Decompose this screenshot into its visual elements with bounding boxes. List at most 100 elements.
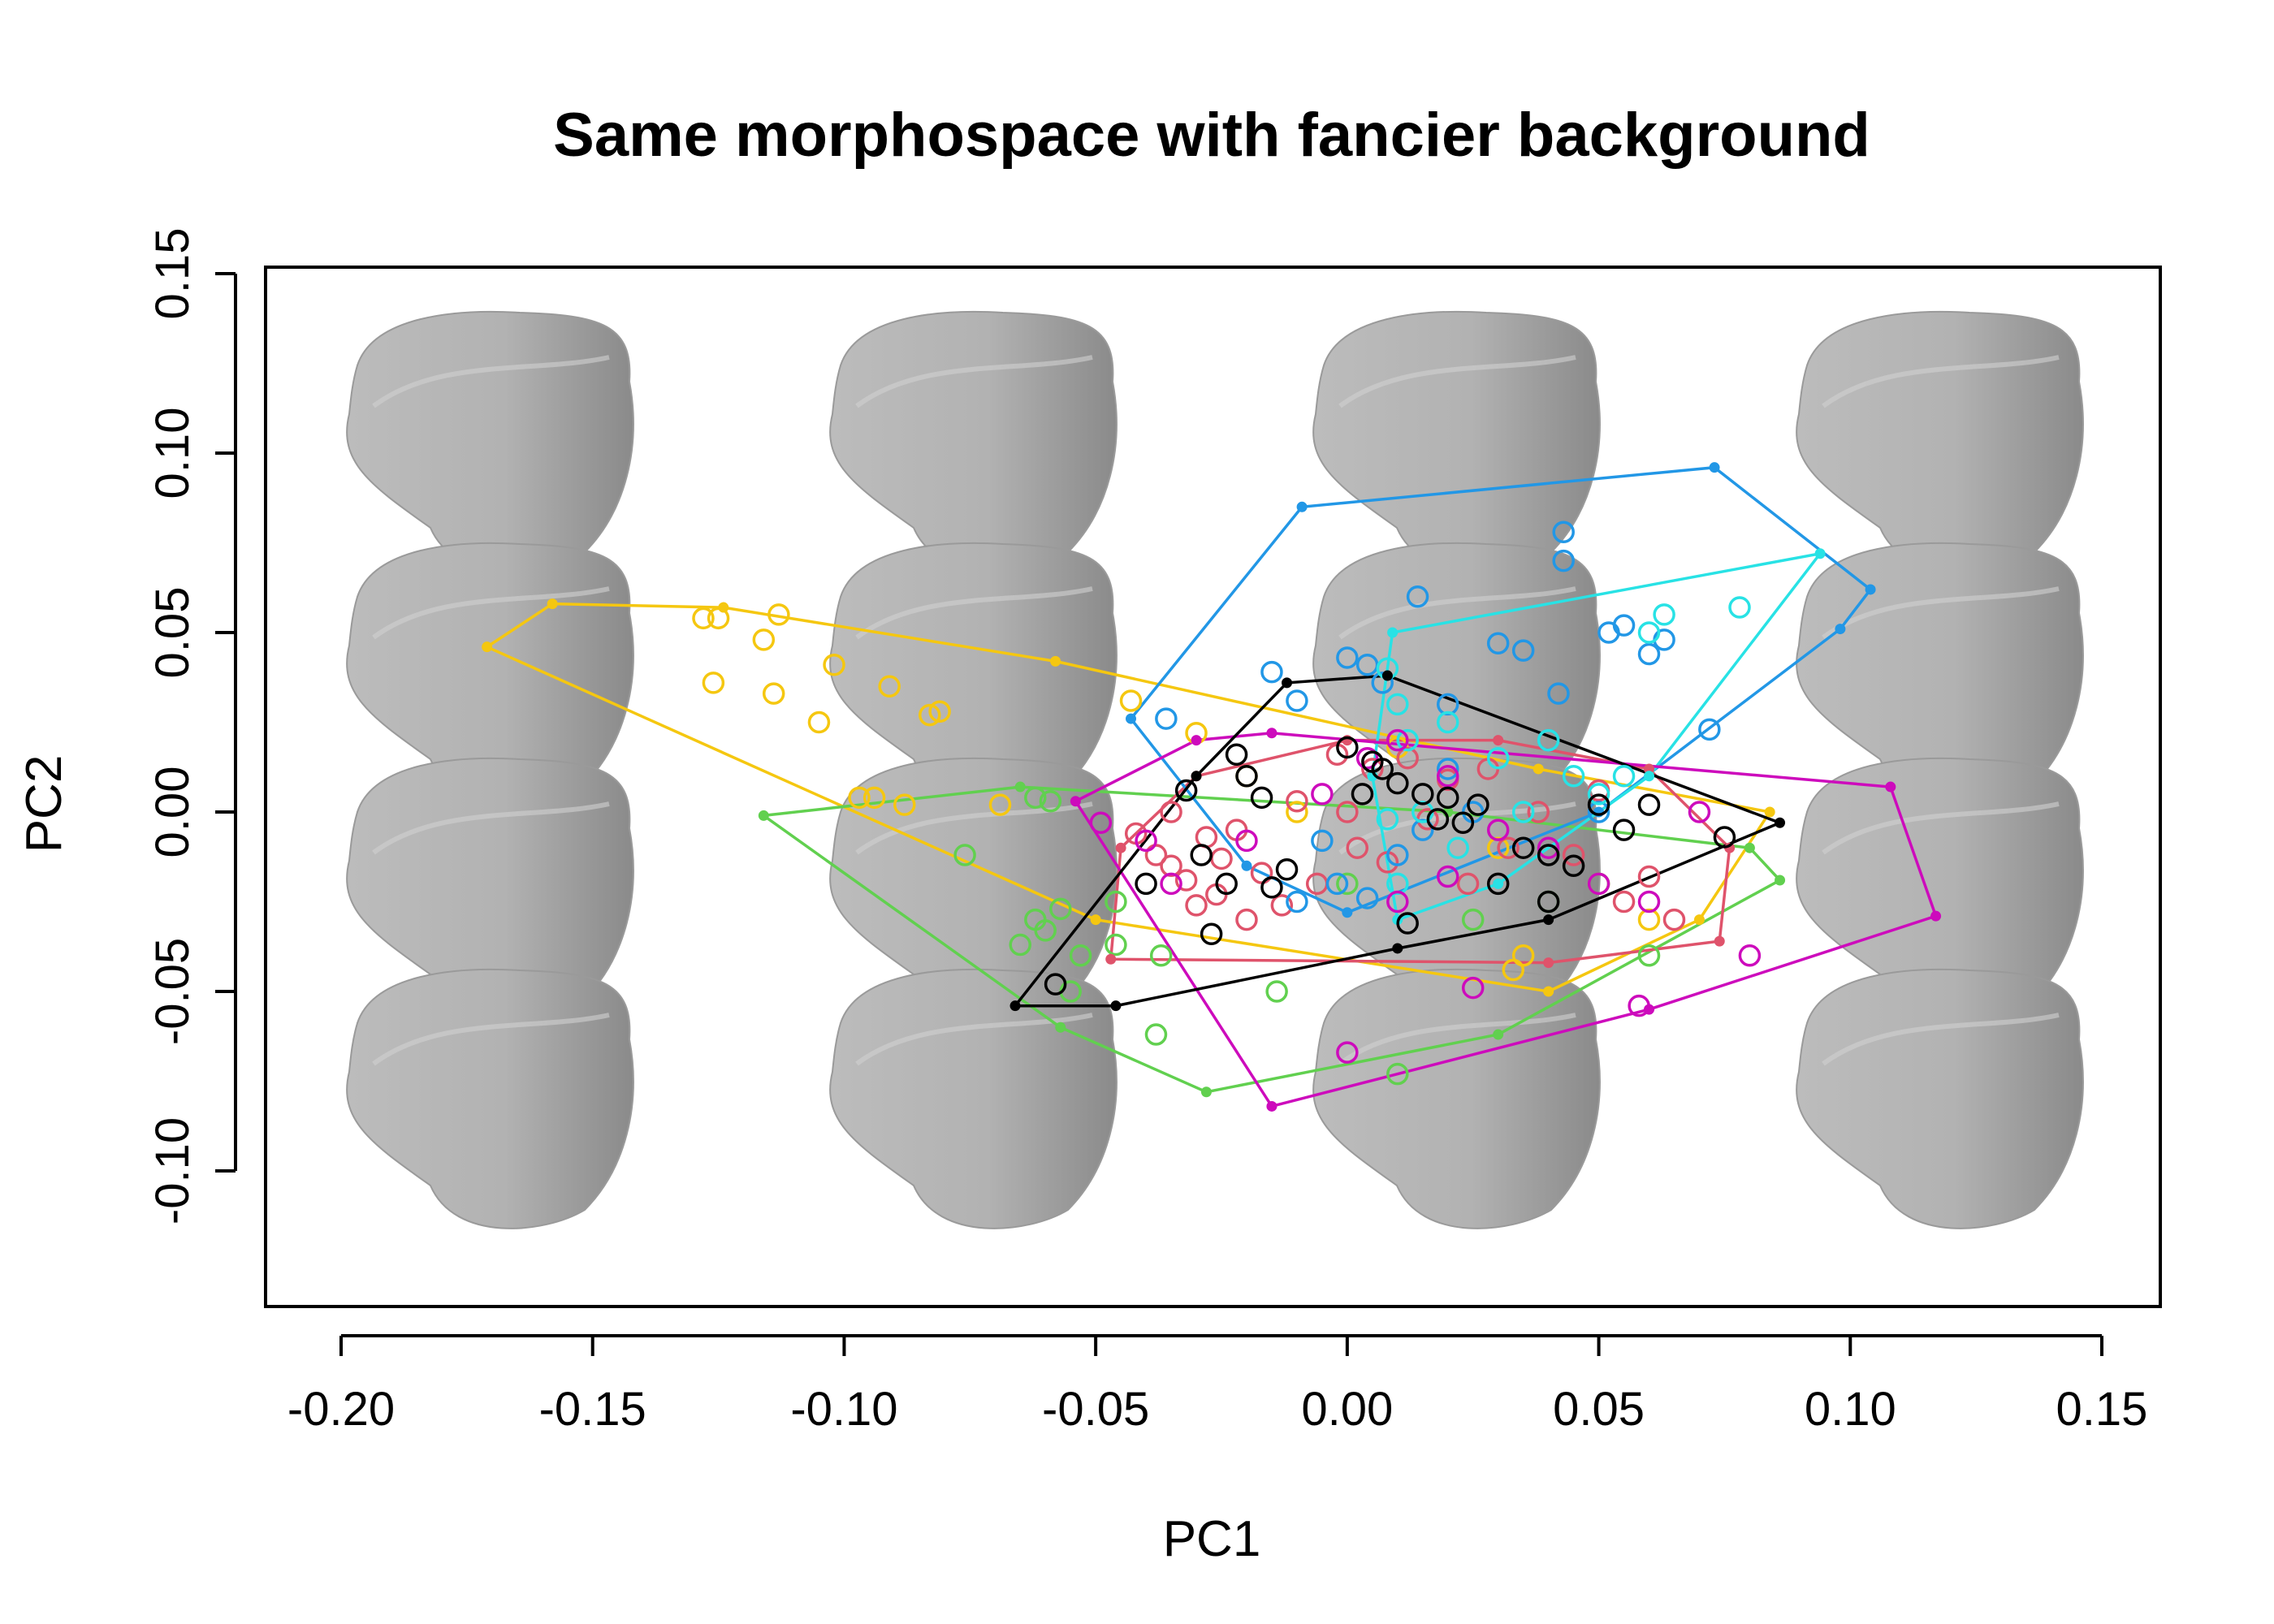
hull-vertex-3-0 — [1126, 713, 1137, 724]
tooth-highlight-3-1 — [1822, 586, 2060, 640]
y-tick-label-4: 0.10 — [146, 408, 199, 499]
point-4-1 — [1386, 693, 1409, 716]
plot-frame — [264, 266, 2162, 1308]
point-1-14 — [1336, 872, 1359, 896]
point-0-2 — [752, 628, 776, 651]
point-4-10 — [1562, 765, 1585, 788]
point-6-2 — [1174, 779, 1198, 802]
hull-vertex-1-4 — [1775, 875, 1786, 886]
tooth-shape-1-1 — [829, 542, 1118, 803]
point-5-18 — [1436, 865, 1459, 888]
point-2-8 — [1270, 894, 1294, 917]
tooth-shape-1-3 — [829, 968, 1118, 1229]
point-2-24 — [1612, 890, 1636, 914]
hull-series-0 — [486, 602, 1773, 993]
convex-hulls — [486, 465, 1938, 1108]
point-0-10 — [928, 700, 951, 723]
point-1-12 — [1144, 1023, 1168, 1046]
point-5-6 — [1386, 728, 1409, 752]
point-6-18 — [1426, 808, 1450, 831]
point-2-25 — [1637, 865, 1661, 888]
point-3-13 — [1552, 549, 1575, 572]
point-6-28 — [1713, 826, 1736, 849]
point-0-22 — [1637, 908, 1661, 931]
hull-vertex-1-6 — [1200, 1086, 1212, 1098]
point-0-24 — [1511, 944, 1535, 967]
point-2-5 — [1210, 847, 1233, 870]
tooth-highlight-0-1 — [372, 586, 610, 640]
tooth-highlight-1-2 — [855, 801, 1093, 855]
point-3-24 — [1412, 818, 1434, 841]
hull-vertex-0-5 — [1764, 806, 1775, 818]
hull-vertex-0-4 — [1533, 763, 1544, 775]
hull-vertex-6-6 — [1392, 943, 1403, 954]
point-5-9 — [1537, 836, 1560, 859]
point-6-0 — [1044, 973, 1067, 996]
hull-vertex-6-7 — [1110, 1000, 1122, 1012]
hull-vertex-3-4 — [1835, 624, 1846, 635]
tooth-highlight-0-0 — [372, 355, 610, 408]
point-6-7 — [1235, 765, 1258, 788]
point-5-10 — [1587, 872, 1610, 896]
tooth-highlight-2-3 — [1338, 1013, 1576, 1066]
point-2-26 — [1662, 908, 1686, 931]
point-4-6 — [1446, 836, 1469, 859]
x-tick-label-2: -0.10 — [790, 1383, 897, 1436]
x-tick-label-6: 0.10 — [1805, 1383, 1896, 1436]
point-6-24 — [1562, 854, 1585, 878]
tooth-highlight-0-2 — [372, 801, 610, 855]
hull-vertex-6-5 — [1543, 914, 1554, 926]
point-6-10 — [1275, 857, 1299, 881]
point-2-20 — [1497, 836, 1520, 859]
point-5-7 — [1436, 765, 1459, 788]
hull-vertex-0-3 — [1050, 655, 1061, 667]
point-0-8 — [878, 675, 901, 698]
y-tick-label-5: 0.15 — [146, 228, 199, 320]
point-2-3 — [1174, 869, 1198, 892]
point-2-9 — [1286, 789, 1308, 813]
point-4-14 — [1653, 603, 1675, 626]
hull-vertex-0-7 — [1543, 986, 1554, 997]
y-tick-label-2: 0.00 — [146, 767, 199, 858]
hull-vertex-3-7 — [1241, 860, 1252, 871]
tooth-shape-2-2 — [1312, 757, 1601, 1018]
point-2-15 — [1396, 746, 1419, 770]
x-tick-label-5: 0.05 — [1553, 1383, 1645, 1436]
tooth-highlight-3-0 — [1822, 355, 2060, 408]
hull-vertex-0-1 — [547, 598, 558, 610]
point-6-9 — [1260, 876, 1283, 899]
point-3-21 — [1325, 872, 1349, 896]
tooth-shape-3-3 — [1796, 968, 2084, 1229]
tooth-shape-0-0 — [346, 310, 634, 572]
y-tick-label-3: 0.05 — [146, 587, 199, 679]
tooth-highlight-1-3 — [855, 1013, 1093, 1066]
point-0-3 — [767, 603, 790, 626]
point-0-20 — [1486, 836, 1510, 859]
point-0-12 — [862, 786, 886, 810]
tooth-background-grid — [346, 310, 2084, 1229]
point-5-16 — [1738, 944, 1762, 967]
point-1-2 — [1039, 789, 1062, 813]
hull-vertex-1-0 — [758, 810, 769, 821]
point-3-19 — [1698, 718, 1721, 741]
hull-vertex-1-5 — [1493, 1029, 1504, 1040]
x-tick-label-4: 0.00 — [1301, 1383, 1393, 1436]
point-1-1 — [1024, 786, 1047, 810]
point-6-21 — [1467, 793, 1489, 816]
hull-vertex-3-6 — [1342, 907, 1353, 918]
hull-vertex-6-4 — [1775, 817, 1786, 828]
point-6-11 — [1336, 736, 1359, 759]
hull-vertex-3-2 — [1709, 462, 1720, 473]
hull-vertex-0-0 — [482, 641, 493, 653]
point-2-27 — [1185, 894, 1208, 917]
point-0-1 — [707, 607, 730, 630]
point-3-5 — [1371, 672, 1394, 694]
hull-vertex-4-1 — [1814, 548, 1826, 559]
point-2-21 — [1527, 801, 1550, 823]
point-1-0 — [953, 844, 976, 866]
tooth-highlight-1-1 — [855, 586, 1093, 640]
point-3-2 — [1286, 689, 1308, 712]
point-3-3 — [1336, 646, 1359, 669]
hull-vertex-4-3 — [1493, 878, 1504, 889]
point-6-1 — [1135, 872, 1157, 896]
